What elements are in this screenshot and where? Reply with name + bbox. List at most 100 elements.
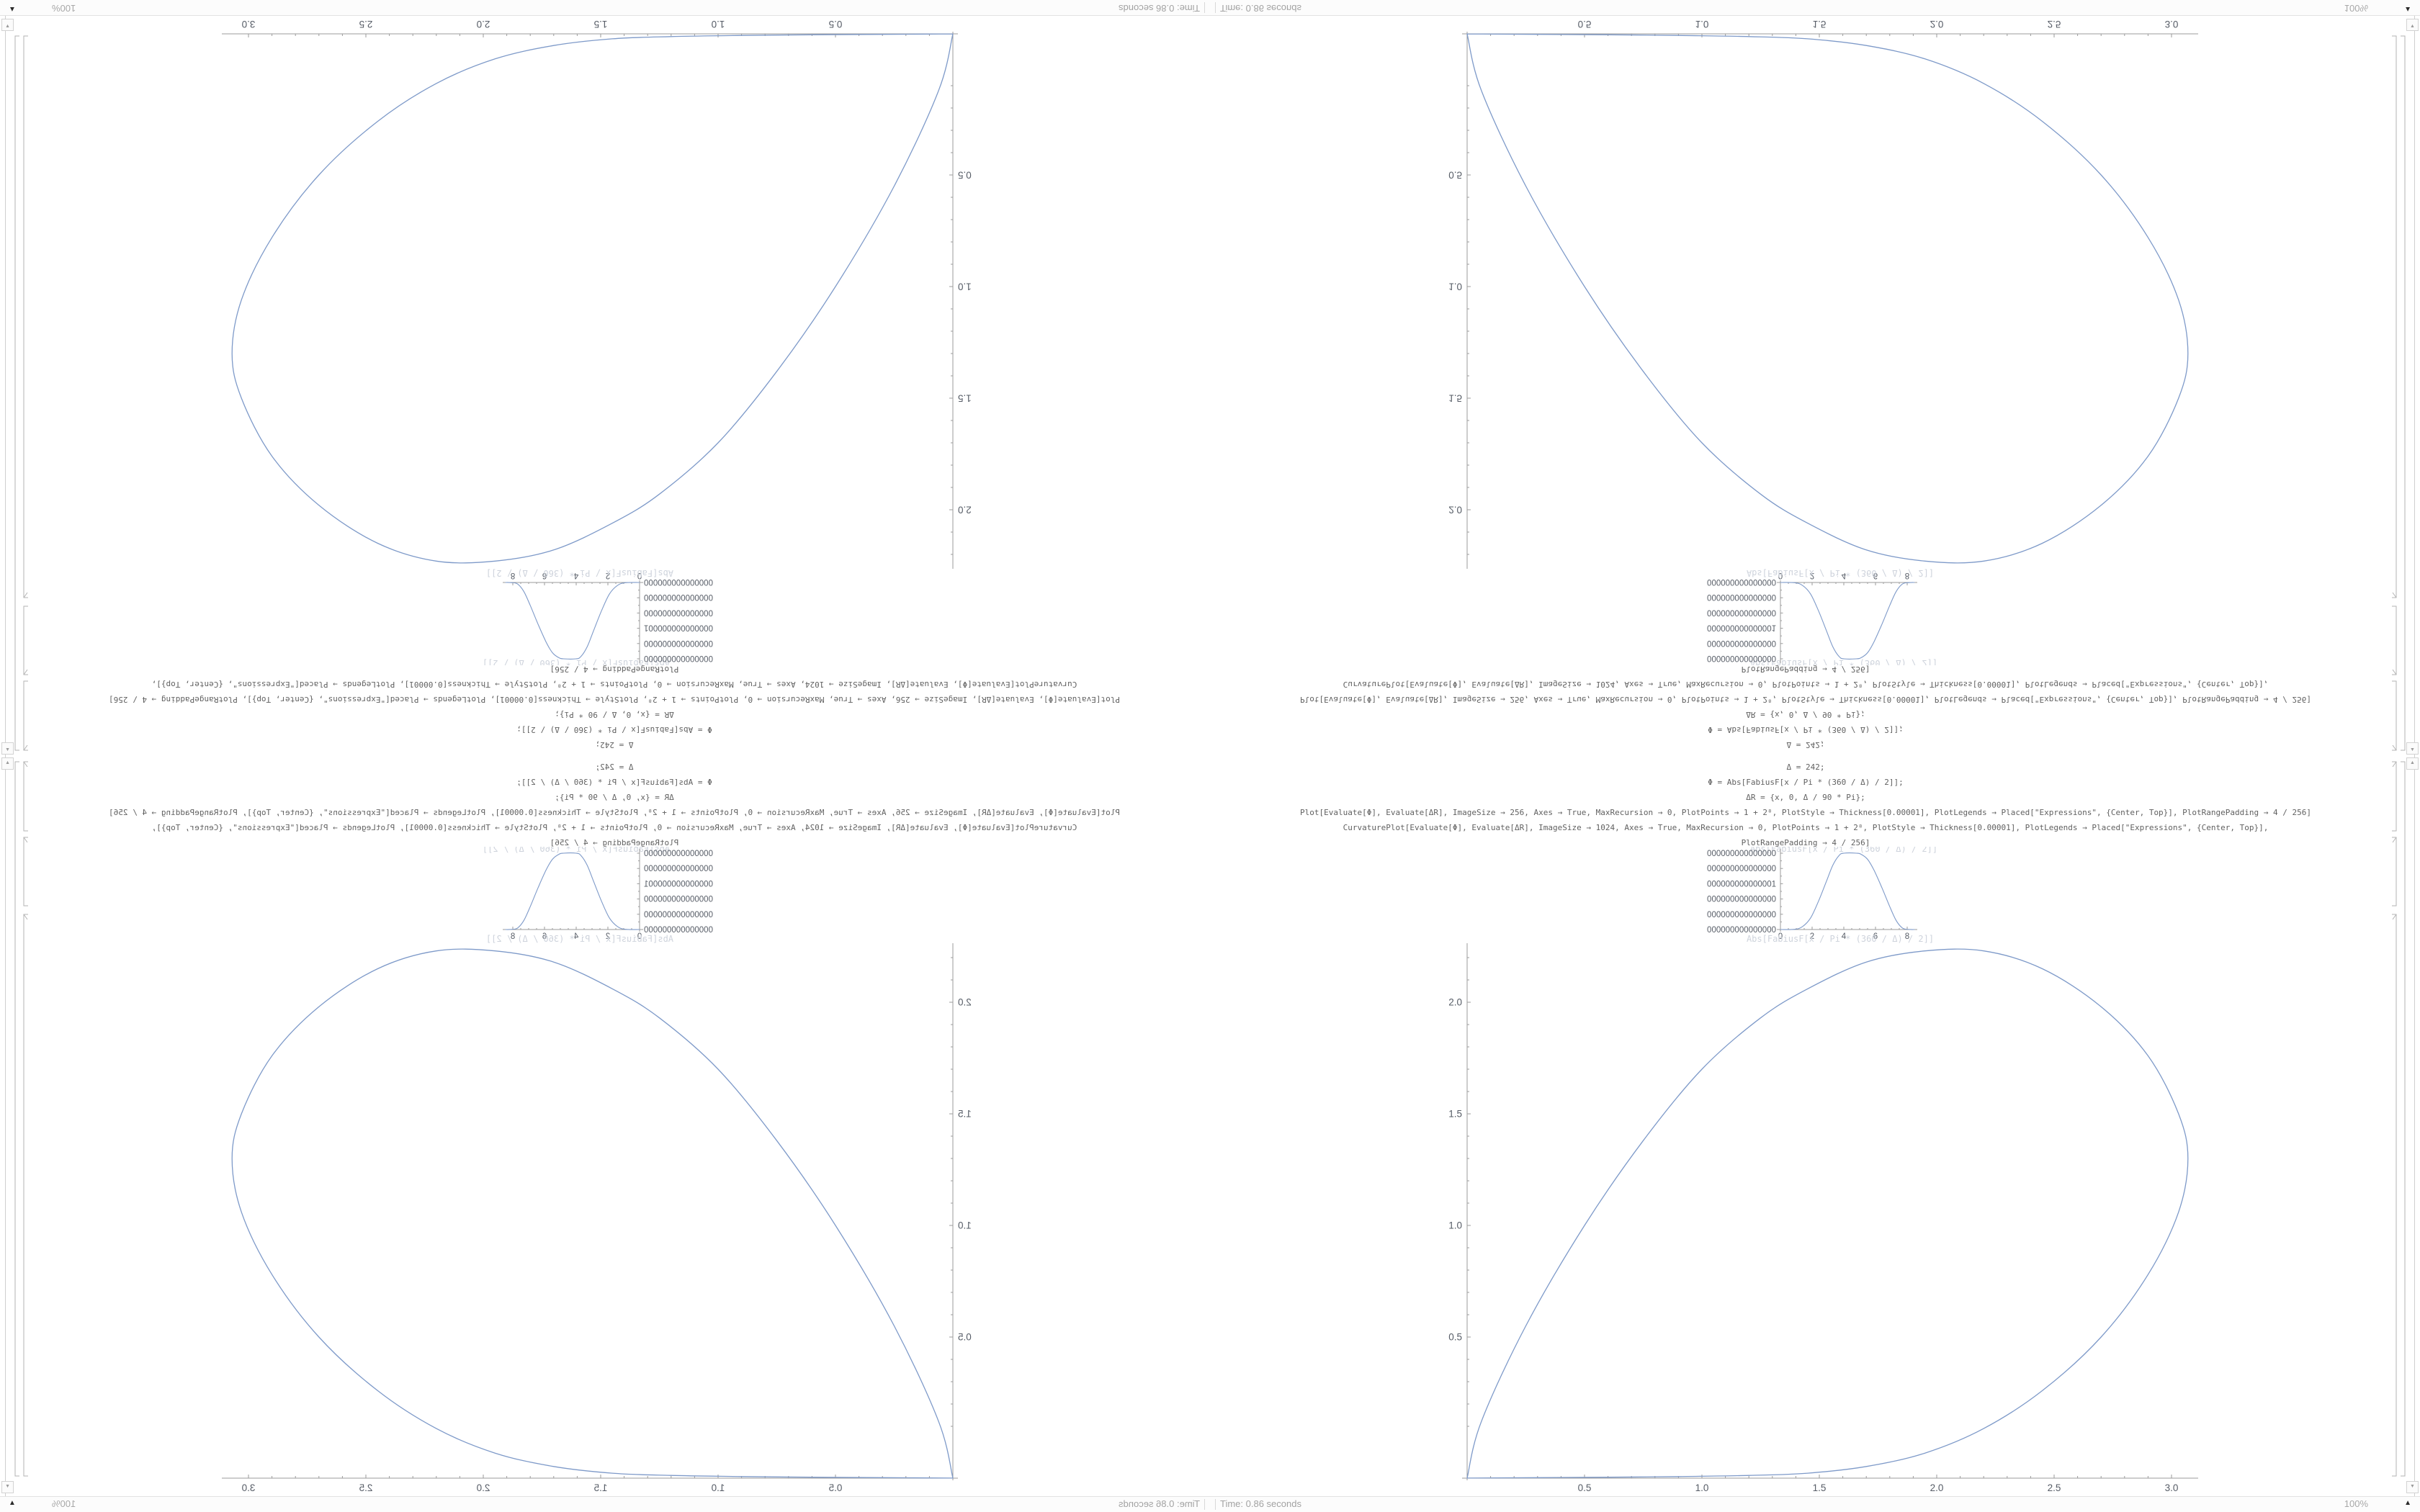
magnification-menu-icon[interactable]: ▲ [9, 5, 16, 13]
scroll-up-button[interactable]: ▲ [2406, 742, 2419, 755]
notebook-window-bottom-right: Δ = 242; Φ = Abs[FabiusF[x / Pi * (360 /… [1210, 756, 2420, 1512]
evaluation-time-label: Time: 0.86 seconds [1220, 3, 1301, 14]
magnification-menu-icon[interactable]: ▲ [2404, 5, 2411, 13]
svg-text:2.0: 2.0 [477, 1482, 490, 1493]
code-line-plot[interactable]: Plot[Evaluate[Φ], Evaluate[ΔR], ImageSiz… [1300, 695, 2311, 704]
cell-brackets[interactable] [10, 756, 29, 1512]
magnification-menu-icon[interactable]: ▲ [2404, 1499, 2411, 1507]
cell-group-bracket[interactable] [14, 35, 19, 751]
svg-text:1.0: 1.0 [1448, 1220, 1462, 1231]
code-line-curvatureplot[interactable]: CurvaturePlot[Evaluate[Φ], Evaluate[ΔR],… [151, 823, 1077, 832]
status-bar: Time: 0.86 seconds 100% ▲ [1210, 1496, 2420, 1512]
input-cell[interactable]: Δ = 242; Φ = Abs[FabiusF[x / Pi * (360 /… [19, 760, 1210, 850]
large-output-cell-bracket[interactable] [2392, 35, 2397, 598]
scroll-up-icon: ▲ [5, 747, 10, 752]
code-line-delta[interactable]: Δ = 242; [1786, 740, 1825, 750]
scrollbar-track[interactable] [2414, 756, 2415, 1496]
svg-text:0.6000000000000001: 0.6000000000000001 [1707, 624, 1776, 632]
code-line-phi[interactable]: Φ = Abs[FabiusF[x / Pi * (360 / Δ) / 2]]… [516, 778, 712, 787]
scrollbar-track[interactable] [5, 756, 6, 1496]
scrollbar-track[interactable] [2414, 16, 2415, 756]
scroll-up-icon: ▲ [2410, 760, 2415, 765]
code-line-delta[interactable]: Δ = 242; [595, 762, 634, 772]
svg-text:6: 6 [1873, 932, 1878, 941]
scroll-down-icon: ▼ [5, 1484, 10, 1489]
code-line-plot[interactable]: Plot[Evaluate[Φ], Evaluate[ΔR], ImageSiz… [1300, 808, 2311, 817]
code-line-range[interactable]: ΔR = {x, 0, Δ / 90 * Pi}; [1746, 793, 1865, 802]
input-cell-bracket[interactable] [23, 680, 28, 751]
code-line-phi[interactable]: Φ = Abs[FabiusF[x / Pi * (360 / Δ) / 2]]… [516, 725, 712, 734]
small-bump-plot-output: Abs[FabiusF[x / Pi * (360 / Δ) / 2]] 0 2 4 6… [468, 847, 713, 942]
large-output-cell-bracket[interactable] [2392, 914, 2397, 1477]
scroll-down-button[interactable]: ▼ [1, 1481, 14, 1493]
svg-text:1.0: 1.0 [958, 282, 972, 292]
scroll-up-button[interactable]: ▲ [1, 742, 14, 755]
svg-text:0.2000000000000000: 0.2000000000000000 [1707, 911, 1776, 919]
code-line-phi[interactable]: Φ = Abs[FabiusF[x / Pi * (360 / Δ) / 2]]… [1708, 778, 1904, 787]
large-teardrop-plot-output: Abs[FabiusF[x / Pi * (360 / Δ) / 2]] 0.5 1… [209, 9, 994, 577]
input-cell[interactable]: Δ = 242; Φ = Abs[FabiusF[x / Pi * (360 /… [19, 662, 1210, 752]
magnification-value[interactable]: 100% [2344, 1498, 2368, 1509]
cell-group-bracket[interactable] [14, 761, 19, 1477]
code-line-range[interactable]: ΔR = {x, 0, Δ / 90 * Pi}; [555, 793, 674, 802]
status-bar: Time: 0.86 seconds 100% ▲ [1210, 0, 2420, 16]
svg-text:6: 6 [542, 571, 547, 580]
code-line-phi[interactable]: Φ = Abs[FabiusF[x / Pi * (360 / Δ) / 2]]… [1708, 725, 1904, 734]
magnification-value[interactable]: 100% [52, 1498, 76, 1509]
svg-text:2.5: 2.5 [359, 1482, 373, 1493]
svg-text:0.2000000000000000: 0.2000000000000000 [1707, 593, 1776, 601]
status-bar-divider [1204, 1499, 1205, 1510]
cell-brackets[interactable] [10, 0, 29, 756]
cell-group-bracket[interactable] [2401, 761, 2406, 1477]
small-output-cell-bracket[interactable] [23, 837, 28, 906]
curve [505, 582, 640, 660]
large-teardrop-plot-output: Abs[FabiusF[x / Pi * (360 / Δ) / 2]] 0.5 1… [1426, 935, 2211, 1503]
svg-text:2.0: 2.0 [1930, 1482, 1944, 1493]
code-line-curvatureplot[interactable]: CurvaturePlot[Evaluate[Φ], Evaluate[ΔR],… [151, 680, 1077, 689]
large-output-cell-bracket[interactable] [23, 914, 28, 1477]
scroll-down-button[interactable]: ▼ [2406, 19, 2419, 31]
code-line-range[interactable]: ΔR = {x, 0, Δ / 90 * Pi}; [1746, 710, 1865, 719]
svg-text:8: 8 [1905, 932, 1909, 941]
input-cell-bracket[interactable] [23, 761, 28, 832]
magnification-menu-icon[interactable]: ▲ [9, 1499, 16, 1507]
small-bump-plot-output: Abs[FabiusF[x / Pi * (360 / Δ) / 2]] 0 2 4 6… [1707, 570, 1952, 665]
code-line-curvatureplot[interactable]: CurvaturePlot[Evaluate[Φ], Evaluate[ΔR],… [1343, 680, 2269, 689]
small-output-cell-bracket[interactable] [2392, 837, 2397, 906]
svg-text:3.0: 3.0 [2165, 1482, 2179, 1493]
code-line-range[interactable]: ΔR = {x, 0, Δ / 90 * Pi}; [555, 710, 674, 719]
code-line-plot[interactable]: Plot[Evaluate[Φ], Evaluate[ΔR], ImageSiz… [109, 695, 1120, 704]
svg-text:2.0: 2.0 [1448, 505, 1462, 516]
small-output-cell-bracket[interactable] [23, 606, 28, 675]
scrollbar-track[interactable] [5, 16, 6, 756]
large-output-cell-bracket[interactable] [23, 35, 28, 598]
scroll-down-button[interactable]: ▼ [2406, 1481, 2419, 1493]
scroll-up-button[interactable]: ▲ [1, 757, 14, 770]
input-cell[interactable]: Δ = 242; Φ = Abs[FabiusF[x / Pi * (360 /… [1210, 760, 2401, 850]
plot-legend: Abs[FabiusF[x / Pi * (360 / Δ) / 2]] [1747, 935, 1934, 944]
input-cell-bracket[interactable] [2392, 761, 2397, 832]
scroll-down-icon: ▼ [2410, 1484, 2415, 1489]
svg-text:2.0: 2.0 [958, 505, 972, 516]
code-line-plotrangepadding[interactable]: PlotRangePadding → 4 / 256] [1741, 838, 1870, 847]
scroll-up-button[interactable]: ▲ [2406, 757, 2419, 770]
code-line-delta[interactable]: Δ = 242; [595, 740, 634, 750]
code-line-curvatureplot[interactable]: CurvaturePlot[Evaluate[Φ], Evaluate[ΔR],… [1343, 823, 2269, 832]
magnification-value[interactable]: 100% [52, 3, 76, 14]
small-bump-plot-output: Abs[FabiusF[x / Pi * (360 / Δ) / 2]] 0 2 4 6… [1707, 847, 1952, 942]
evaluation-time-label: Time: 0.86 seconds [1119, 1498, 1200, 1509]
input-cell-bracket[interactable] [2392, 680, 2397, 751]
input-cell[interactable]: Δ = 242; Φ = Abs[FabiusF[x / Pi * (360 /… [1210, 662, 2401, 752]
scroll-down-button[interactable]: ▼ [1, 19, 14, 31]
code-line-plot[interactable]: Plot[Evaluate[Φ], Evaluate[ΔR], ImageSiz… [109, 808, 1120, 817]
cell-group-bracket[interactable] [2401, 35, 2406, 751]
small-output-cell-bracket[interactable] [2392, 606, 2397, 675]
cell-brackets[interactable] [2391, 756, 2410, 1512]
cell-brackets[interactable] [2391, 0, 2410, 756]
magnification-value[interactable]: 100% [2344, 3, 2368, 14]
code-line-delta[interactable]: Δ = 242; [1786, 762, 1825, 772]
